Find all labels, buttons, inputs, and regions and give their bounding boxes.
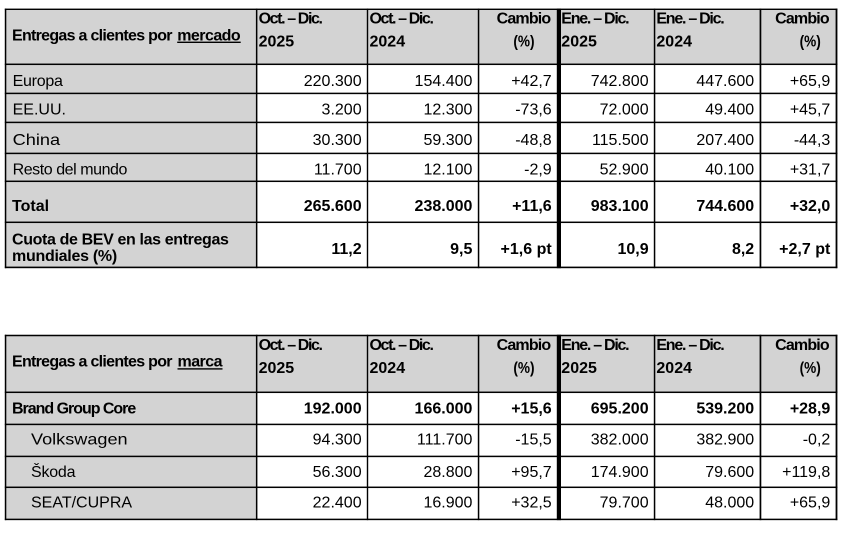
svg-text:Entregas a clientes por: Entregas a clientes por	[12, 354, 173, 371]
svg-text:983.100: 983.100	[591, 198, 649, 215]
svg-text:115.500: 115.500	[592, 132, 649, 149]
svg-text:-73,6: -73,6	[515, 102, 552, 119]
svg-text:mercado: mercado	[177, 28, 241, 45]
svg-text:+11,6: +11,6	[512, 198, 552, 215]
svg-text:11,2: 11,2	[331, 241, 361, 258]
svg-text:Cuota de BEV en las entregas: Cuota de BEV en las entregas	[12, 232, 229, 249]
svg-text:+15,6: +15,6	[511, 401, 552, 418]
svg-text:mundiales (%): mundiales (%)	[12, 248, 117, 265]
svg-text:Ene. – Dic.: Ene. – Dic.	[561, 337, 629, 354]
svg-text:695.200: 695.200	[591, 401, 649, 418]
svg-text:742.800: 742.800	[591, 73, 649, 90]
svg-text:+65,9: +65,9	[790, 73, 831, 90]
svg-text:166.000: 166.000	[415, 401, 473, 418]
svg-text:22.400: 22.400	[313, 495, 362, 512]
svg-text:EE.UU.: EE.UU.	[13, 102, 66, 119]
svg-text:447.600: 447.600	[696, 73, 754, 90]
svg-text:744.600: 744.600	[696, 198, 754, 215]
svg-text:Oct. – Dic.: Oct. – Dic.	[259, 337, 323, 354]
svg-text:Ene. – Dic.: Ene. – Dic.	[656, 337, 724, 354]
svg-text:111.700: 111.700	[417, 431, 473, 448]
svg-text:(%): (%)	[513, 34, 534, 51]
svg-text:94.300: 94.300	[313, 431, 362, 448]
svg-text:174.900: 174.900	[591, 464, 649, 481]
svg-text:2025: 2025	[259, 34, 295, 51]
svg-text:Ene. – Dic.: Ene. – Dic.	[656, 11, 724, 28]
svg-text:Oct. – Dic.: Oct. – Dic.	[259, 11, 323, 28]
svg-text:-48,8: -48,8	[515, 132, 552, 149]
svg-text:12.300: 12.300	[423, 102, 472, 119]
svg-text:+1,6 pt: +1,6 pt	[501, 241, 553, 258]
svg-text:382.000: 382.000	[591, 431, 649, 448]
svg-text:238.000: 238.000	[415, 198, 473, 215]
svg-text:30.300: 30.300	[313, 132, 362, 149]
svg-text:11.700: 11.700	[314, 161, 362, 178]
svg-text:-0,2: -0,2	[803, 431, 831, 448]
svg-text:Volkswagen: Volkswagen	[31, 431, 128, 448]
svg-text:Entregas a clientes por: Entregas a clientes por	[12, 28, 173, 45]
svg-text:192.000: 192.000	[304, 401, 362, 418]
svg-text:8,2: 8,2	[732, 241, 754, 258]
svg-text:2024: 2024	[656, 34, 692, 51]
svg-text:265.600: 265.600	[304, 198, 362, 215]
svg-text:Europa: Europa	[13, 73, 63, 90]
svg-text:Cambio: Cambio	[775, 337, 830, 354]
svg-text:+65,9: +65,9	[790, 495, 831, 512]
svg-text:Ene. – Dic.: Ene. – Dic.	[561, 11, 629, 28]
svg-text:2025: 2025	[259, 360, 295, 377]
svg-text:Škoda: Škoda	[31, 462, 76, 481]
svg-text:16.900: 16.900	[423, 495, 472, 512]
svg-text:+119,8: +119,8	[782, 464, 830, 481]
svg-text:3.200: 3.200	[322, 102, 362, 119]
svg-text:(%): (%)	[800, 34, 821, 51]
svg-text:Cambio: Cambio	[497, 337, 552, 354]
svg-text:220.300: 220.300	[304, 73, 362, 90]
svg-text:-15,5: -15,5	[515, 431, 552, 448]
svg-text:Resto del mundo: Resto del mundo	[13, 161, 128, 178]
svg-text:539.200: 539.200	[696, 401, 754, 418]
svg-text:382.900: 382.900	[696, 431, 754, 448]
svg-text:(%): (%)	[800, 360, 821, 377]
svg-text:9,5: 9,5	[450, 241, 472, 258]
svg-text:+32,0: +32,0	[790, 198, 831, 215]
svg-text:-44,3: -44,3	[794, 132, 831, 149]
svg-text:207.400: 207.400	[696, 132, 754, 149]
svg-text:10,9: 10,9	[617, 241, 648, 258]
svg-text:59.300: 59.300	[423, 132, 472, 149]
svg-text:Total: Total	[12, 198, 49, 215]
svg-text:(%): (%)	[513, 360, 534, 377]
svg-text:48.000: 48.000	[705, 495, 754, 512]
svg-text:-2,9: -2,9	[524, 161, 552, 178]
svg-text:2024: 2024	[370, 360, 406, 377]
svg-text:Cambio: Cambio	[497, 11, 552, 28]
svg-text:2024: 2024	[656, 360, 692, 377]
svg-text:+32,5: +32,5	[511, 495, 552, 512]
svg-text:79.700: 79.700	[600, 495, 649, 512]
svg-text:79.600: 79.600	[705, 464, 754, 481]
svg-text:49.400: 49.400	[705, 102, 754, 119]
svg-text:marca: marca	[178, 354, 223, 371]
svg-text:40.100: 40.100	[705, 161, 754, 178]
svg-text:154.400: 154.400	[415, 73, 473, 90]
svg-text:72.000: 72.000	[600, 102, 649, 119]
svg-text:+31,7: +31,7	[790, 161, 831, 178]
svg-text:2025: 2025	[561, 34, 597, 51]
svg-text:+2,7 pt: +2,7 pt	[779, 241, 831, 258]
svg-text:Cambio: Cambio	[775, 11, 830, 28]
svg-text:2025: 2025	[561, 360, 597, 377]
svg-text:SEAT/CUPRA: SEAT/CUPRA	[31, 495, 132, 512]
svg-text:+95,7: +95,7	[511, 464, 552, 481]
svg-text:China: China	[13, 132, 61, 149]
svg-text:Oct. – Dic.: Oct. – Dic.	[370, 337, 434, 354]
svg-text:+42,7: +42,7	[511, 73, 552, 90]
svg-text:Oct. – Dic.: Oct. – Dic.	[370, 11, 434, 28]
svg-text:12.100: 12.100	[423, 161, 472, 178]
svg-text:52.900: 52.900	[600, 161, 649, 178]
svg-text:28.800: 28.800	[423, 464, 472, 481]
svg-text:Brand Group Core: Brand Group Core	[12, 401, 136, 418]
svg-text:+28,9: +28,9	[790, 401, 831, 418]
svg-text:2024: 2024	[370, 34, 406, 51]
svg-text:56.300: 56.300	[313, 464, 362, 481]
svg-text:+45,7: +45,7	[790, 102, 831, 119]
